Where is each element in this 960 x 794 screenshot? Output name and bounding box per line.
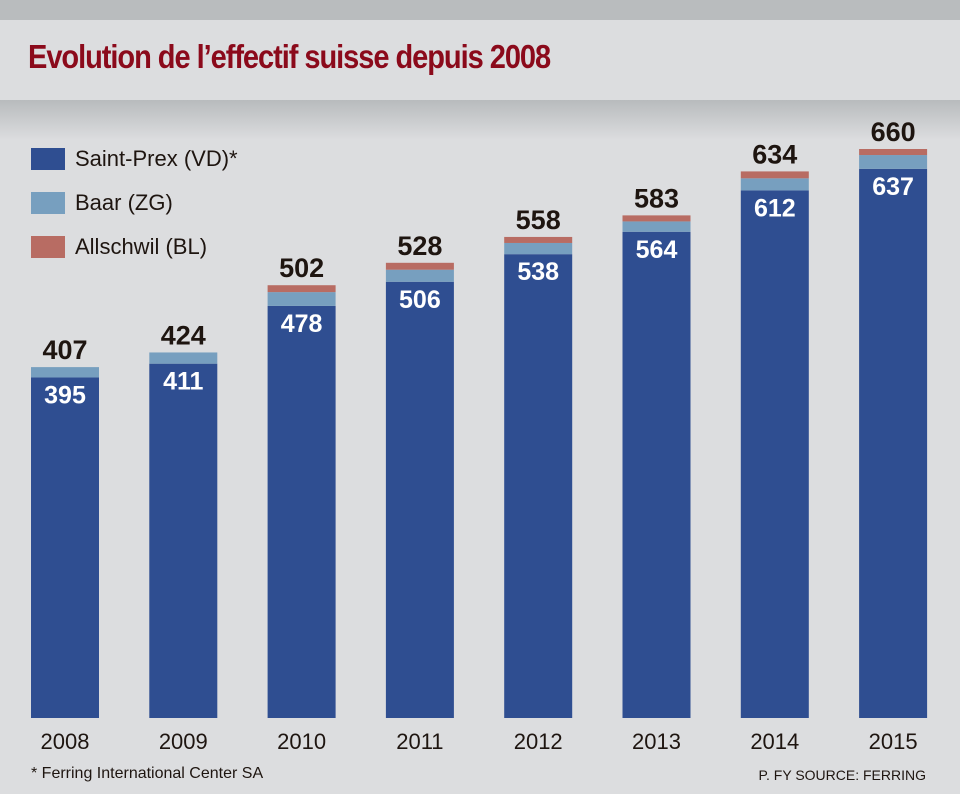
- bar-baar-zg-2015: [859, 155, 928, 169]
- legend-label-baar: Baar (ZG): [75, 190, 173, 215]
- bar-group-2010: [267, 285, 336, 718]
- value-label-2008: 395: [44, 381, 86, 409]
- bar-group-2014: [740, 171, 809, 718]
- x-tick-label-2015: 2015: [869, 729, 918, 754]
- bar-saint-prex-vd-2011: [385, 281, 454, 718]
- legend-item-saint-prex: Saint-Prex (VD)*: [31, 137, 238, 181]
- legend-item-allschwil: Allschwil (BL): [31, 225, 238, 269]
- bar-baar-zg-2012: [504, 242, 573, 255]
- bar-baar-zg-2014: [740, 178, 809, 191]
- x-tick-label-2014: 2014: [750, 729, 799, 754]
- value-label-2013: 564: [636, 236, 678, 264]
- legend-swatch-saint-prex: [31, 148, 65, 170]
- total-label-2011: 528: [397, 231, 442, 261]
- bar-saint-prex-vd-2008: [31, 377, 99, 718]
- x-tick-label-2011: 2011: [396, 729, 443, 754]
- bar-baar-zg-2011: [385, 269, 454, 282]
- bar-allschwil-bl-2011: [385, 262, 454, 270]
- bar-saint-prex-vd-2014: [740, 190, 809, 718]
- bar-saint-prex-vd-2012: [504, 254, 573, 719]
- top-strip: [0, 0, 960, 20]
- title-band-shadow: [0, 100, 960, 140]
- bar-allschwil-bl-2013: [622, 215, 691, 222]
- legend: Saint-Prex (VD)* Baar (ZG) Allschwil (BL…: [31, 137, 238, 269]
- total-label-2008: 407: [42, 335, 87, 365]
- bar-group-2009: [149, 352, 218, 718]
- bar-saint-prex-vd-2009: [149, 363, 218, 718]
- bar-saint-prex-vd-2013: [622, 231, 691, 718]
- bar-group-2012: [504, 236, 573, 719]
- legend-swatch-baar: [31, 192, 65, 214]
- bar-allschwil-bl-2014: [740, 171, 809, 179]
- value-label-2009: 411: [163, 368, 203, 396]
- total-label-2015: 660: [871, 117, 916, 147]
- bar-saint-prex-vd-2015: [859, 168, 928, 718]
- bar-group-2008: [31, 367, 99, 718]
- bar-baar-zg-2010: [267, 292, 336, 306]
- total-label-2009: 424: [161, 320, 206, 350]
- source-credit: P. FY SOURCE: FERRING: [758, 767, 926, 783]
- x-tick-label-2013: 2013: [632, 729, 681, 754]
- bar-group-2011: [385, 262, 454, 718]
- bar-baar-zg-2008: [31, 367, 99, 378]
- legend-item-baar: Baar (ZG): [31, 181, 238, 225]
- value-label-2010: 478: [281, 310, 323, 338]
- legend-swatch-allschwil: [31, 236, 65, 258]
- bar-group-2015: [859, 149, 928, 718]
- title-band: [0, 20, 960, 100]
- total-label-2013: 583: [634, 183, 679, 213]
- bar-baar-zg-2009: [149, 352, 218, 364]
- total-label-2012: 558: [516, 205, 561, 235]
- total-label-2010: 502: [279, 253, 324, 283]
- value-label-2015: 637: [872, 173, 914, 201]
- value-label-2012: 538: [517, 258, 559, 286]
- x-tick-label-2008: 2008: [41, 729, 90, 754]
- bar-baar-zg-2013: [622, 221, 691, 232]
- x-tick-label-2010: 2010: [277, 729, 326, 754]
- bar-group-2013: [622, 215, 691, 718]
- chart-title: Evolution de l’effectif suisse depuis 20…: [28, 38, 551, 75]
- value-label-2014: 612: [754, 194, 796, 222]
- x-tick-label-2012: 2012: [514, 729, 563, 754]
- bar-saint-prex-vd-2010: [267, 305, 336, 718]
- bar-allschwil-bl-2012: [504, 236, 573, 243]
- legend-label-saint-prex: Saint-Prex (VD)*: [75, 146, 238, 171]
- bar-allschwil-bl-2010: [267, 285, 336, 293]
- x-tick-label-2009: 2009: [159, 729, 208, 754]
- footnote: * Ferring International Center SA: [31, 765, 264, 782]
- total-label-2014: 634: [752, 139, 797, 169]
- legend-label-allschwil: Allschwil (BL): [75, 234, 208, 259]
- value-label-2011: 506: [399, 286, 441, 314]
- bar-allschwil-bl-2015: [859, 149, 928, 156]
